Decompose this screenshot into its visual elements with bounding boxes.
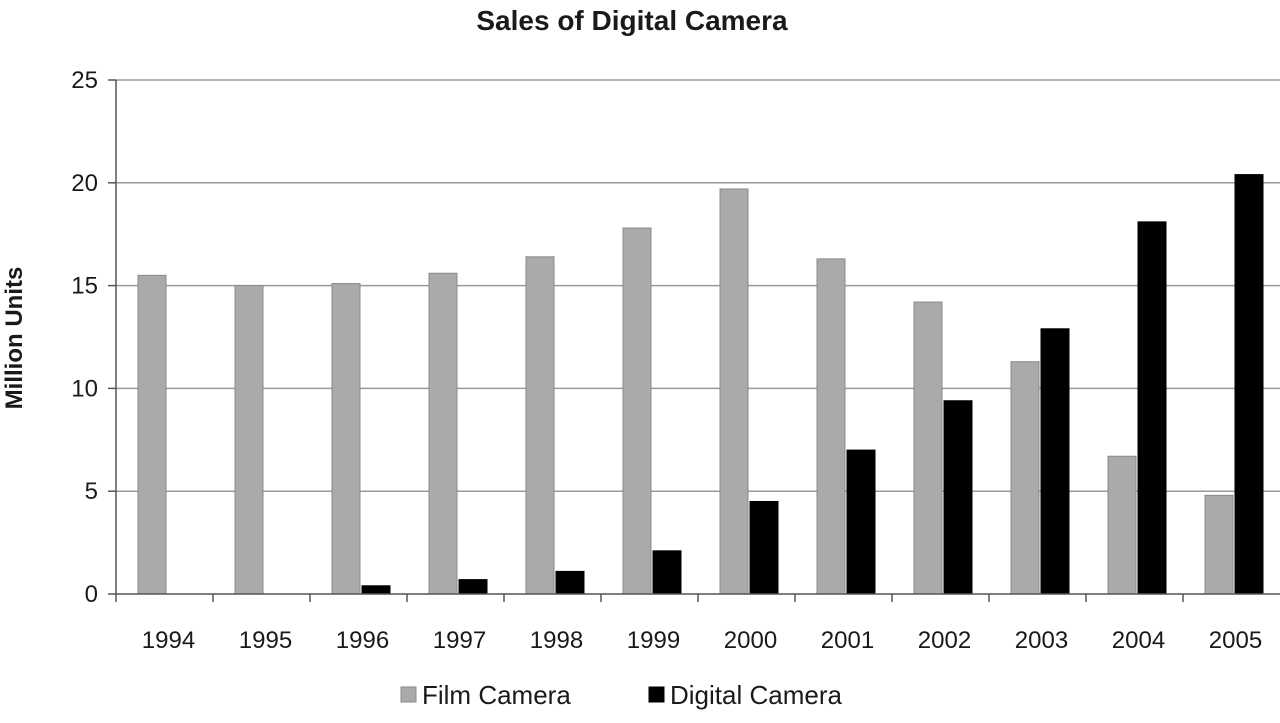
digital-camera-bar — [1040, 328, 1070, 595]
legend-label-digital-camera: Digital Camera — [670, 680, 842, 710]
legend: Film Camera Digital Camera — [400, 680, 842, 710]
digital-camera-bar — [749, 500, 779, 595]
gridlines — [116, 79, 1280, 492]
film-camera-bar — [525, 256, 555, 595]
film-camera-bar — [137, 274, 167, 595]
x-tick-label: 1994 — [142, 627, 195, 654]
film-camera-bar — [816, 258, 846, 595]
x-tick-label: 2001 — [821, 627, 874, 654]
digital-camera-bar — [846, 449, 876, 595]
x-tick-label: 1996 — [336, 627, 389, 654]
y-tick-label: 20 — [71, 170, 98, 197]
axes — [115, 80, 1280, 595]
film-camera-bar — [622, 227, 652, 595]
chart-title: Sales of Digital Camera — [476, 5, 788, 36]
y-axis-ticks: 0 5 10 15 20 25 — [71, 67, 116, 608]
x-axis-ticks: 1994 1995 1996 1997 1998 1999 2000 2001 2002 2003… — [115, 594, 1262, 654]
film-camera-bar — [1010, 361, 1040, 595]
x-tick-label: 2005 — [1209, 627, 1262, 654]
digital-camera-bar — [361, 585, 391, 595]
x-tick-label: 1999 — [627, 627, 680, 654]
film-camera-bar — [331, 283, 361, 595]
digital-camera-bar — [1137, 221, 1167, 595]
y-tick-label: 15 — [71, 273, 98, 300]
x-tick-label: 2003 — [1015, 627, 1068, 654]
digital-camera-bar — [1234, 174, 1264, 595]
y-axis-label: Million Units — [1, 267, 28, 410]
legend-swatch-digital-camera — [648, 686, 665, 703]
film-camera-bar — [719, 188, 749, 595]
x-tick-label: 1998 — [530, 627, 583, 654]
y-tick-label: 5 — [85, 478, 98, 505]
film-camera-bar — [1204, 494, 1234, 595]
bars — [137, 174, 1264, 595]
legend-label-film-camera: Film Camera — [422, 680, 571, 710]
film-camera-bar — [234, 285, 264, 595]
x-tick-label: 2000 — [724, 627, 777, 654]
y-tick-label: 25 — [71, 67, 98, 94]
film-camera-bar — [428, 272, 458, 595]
digital-camera-bar — [555, 570, 585, 595]
x-tick-label: 2004 — [1112, 627, 1165, 654]
x-tick-label: 1997 — [433, 627, 486, 654]
digital-camera-bar — [943, 400, 973, 595]
digital-camera-bar — [652, 550, 682, 595]
legend-swatch-film-camera — [400, 686, 417, 703]
digital-camera-bar — [458, 579, 488, 595]
x-tick-label: 1995 — [239, 627, 292, 654]
x-tick-label: 2002 — [918, 627, 971, 654]
y-tick-label: 10 — [71, 375, 98, 402]
y-tick-label: 0 — [85, 581, 98, 608]
film-camera-bar — [913, 301, 943, 595]
film-camera-bar — [1107, 455, 1137, 595]
